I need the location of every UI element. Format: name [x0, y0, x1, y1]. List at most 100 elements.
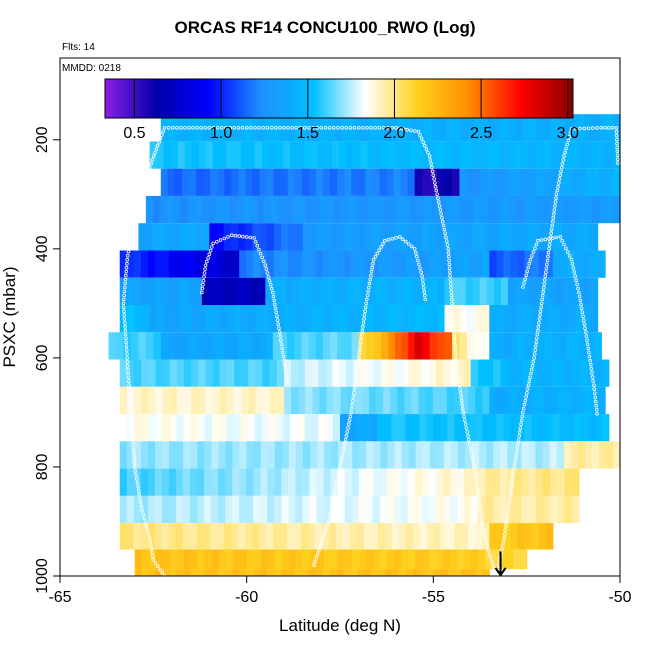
heatmap-cell: [571, 441, 579, 469]
track-point: [587, 354, 592, 359]
heatmap-cell: [507, 359, 516, 387]
track-point: [480, 519, 484, 524]
heatmap-cell: [309, 223, 318, 251]
heatmap-cell: [391, 569, 400, 576]
heatmap-cell: [288, 468, 297, 496]
heatmap-cell: [400, 468, 409, 496]
track-point: [348, 126, 353, 130]
heatmap-cell: [591, 141, 600, 169]
track-point: [419, 136, 424, 141]
track-point: [477, 504, 482, 508]
heatmap-cell: [341, 195, 349, 224]
track-point: [327, 126, 332, 130]
track-point: [524, 273, 528, 278]
track-point: [476, 496, 481, 500]
track-point: [534, 340, 539, 345]
heatmap-cell: [204, 250, 212, 278]
heatmap-cell: [594, 414, 603, 442]
heatmap-cell: [126, 495, 135, 524]
track-point: [130, 225, 135, 229]
heatmap-cell: [295, 468, 304, 496]
track-point: [522, 281, 526, 285]
heatmap-cell: [599, 441, 607, 469]
heatmap-cell: [392, 250, 400, 278]
heatmap-cell: [521, 141, 530, 169]
heatmap-cell: [215, 195, 224, 224]
heatmap-cell: [272, 277, 280, 305]
heatmap-cell: [401, 549, 409, 570]
heatmap-cell: [506, 495, 515, 524]
track-point: [414, 254, 419, 259]
heatmap-cell: [209, 114, 218, 142]
track-point: [121, 305, 126, 310]
track-point: [503, 528, 508, 532]
heatmap-cell: [160, 332, 169, 360]
track-point: [386, 237, 391, 242]
heatmap-cell: [363, 523, 372, 550]
heatmap-cell: [410, 277, 418, 305]
track-point: [491, 563, 495, 567]
track-point: [454, 359, 459, 364]
track-point: [461, 410, 466, 415]
track-point: [447, 262, 452, 267]
track-point: [364, 301, 368, 306]
track-point: [233, 233, 238, 238]
heatmap-cell: [276, 305, 284, 333]
track-point: [283, 366, 288, 371]
heatmap-cell: [239, 495, 247, 524]
heatmap-cell: [156, 305, 165, 333]
heatmap-cell: [162, 359, 171, 387]
track-point: [549, 231, 553, 236]
heatmap-cell: [452, 168, 461, 196]
track-point: [124, 265, 129, 270]
track-point: [252, 236, 256, 240]
heatmap-cell: [508, 195, 517, 224]
track-point: [430, 169, 435, 174]
heatmap-cell: [231, 168, 239, 196]
heatmap-cell: [315, 250, 324, 278]
heatmap-cell: [510, 414, 519, 442]
heatmap-cell: [304, 414, 313, 442]
track-point: [127, 241, 132, 246]
track-point: [594, 403, 598, 408]
heatmap-cell: [585, 114, 593, 142]
heatmap-cell: [201, 277, 210, 305]
heatmap-cell: [543, 195, 551, 224]
track-point: [470, 453, 474, 458]
track-point: [525, 391, 529, 395]
track-point: [147, 535, 152, 540]
heatmap-cell: [547, 305, 555, 333]
track-point: [565, 142, 569, 147]
heatmap-cell: [453, 114, 461, 142]
track-point: [362, 317, 366, 321]
heatmap-cell: [514, 141, 523, 169]
heatmap-cell: [308, 569, 317, 576]
track-point: [344, 433, 349, 438]
heatmap-cell: [380, 359, 389, 387]
track-point: [187, 126, 191, 130]
heatmap-cell: [126, 277, 135, 305]
heatmap-cell: [481, 305, 490, 333]
track-point: [375, 251, 380, 256]
heatmap-cell: [419, 250, 428, 278]
heatmap-cell: [535, 468, 544, 496]
heatmap-cell: [337, 223, 346, 251]
track-point: [564, 246, 568, 251]
heatmap-cell: [222, 195, 231, 224]
track-point: [290, 126, 295, 130]
heatmap-cell: [223, 277, 231, 305]
track-point: [487, 552, 492, 556]
track-point: [432, 177, 436, 181]
heatmap-cell: [234, 386, 242, 415]
heatmap-cell: [590, 305, 599, 333]
heatmap-cell: [280, 168, 289, 196]
track-point: [210, 245, 214, 249]
heatmap-cell: [244, 277, 252, 305]
heatmap-cell: [503, 250, 512, 278]
track-point: [556, 181, 561, 185]
heatmap-cell: [244, 332, 253, 360]
heatmap-cell: [238, 569, 247, 576]
heatmap-cell: [381, 305, 389, 333]
track-point: [358, 344, 363, 349]
track-point: [512, 461, 517, 466]
